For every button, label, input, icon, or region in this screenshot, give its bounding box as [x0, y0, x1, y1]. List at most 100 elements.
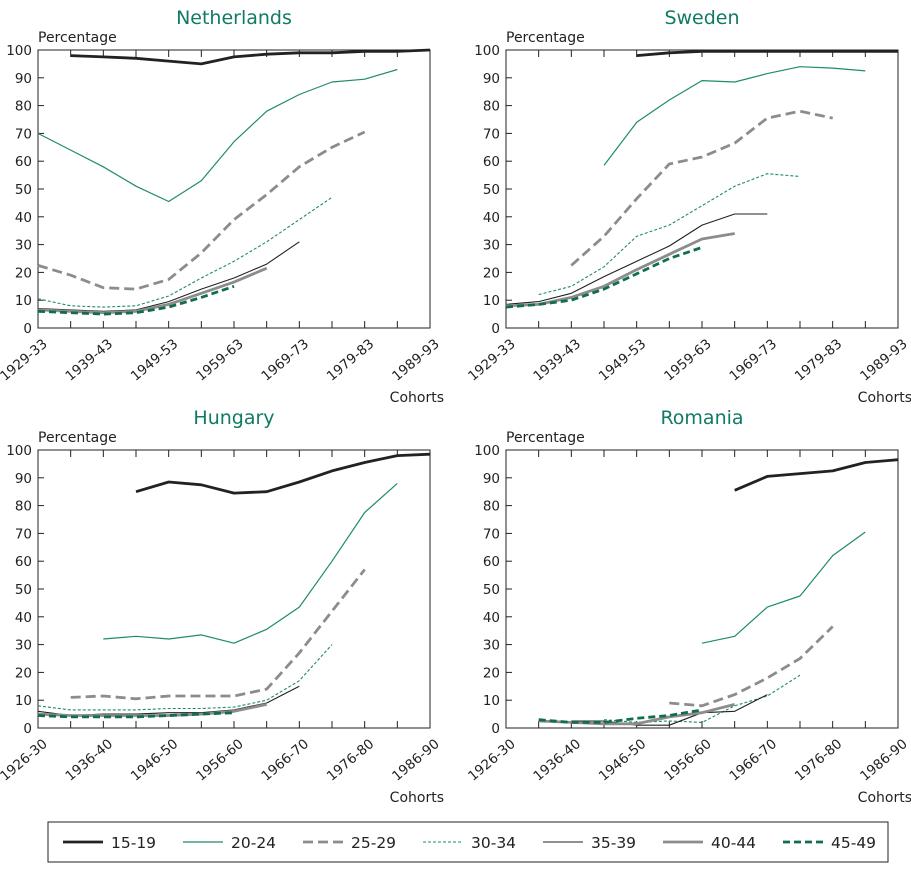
- y-tick-label: 80: [15, 499, 32, 515]
- y-tick-label: 50: [15, 182, 32, 198]
- x-tick-label: 1966-70: [726, 736, 779, 785]
- y-tick-label: 90: [483, 71, 500, 87]
- y-tick-label: 20: [15, 665, 32, 681]
- y-tick-label: 100: [474, 443, 500, 459]
- series-line-35-39: [505, 213, 768, 305]
- x-tick-label: 1989-93: [857, 336, 910, 385]
- legend-label-20-24: 20-24: [231, 834, 276, 852]
- x-tick-label: 1969-73: [258, 336, 311, 385]
- y-tick-label: 90: [483, 471, 500, 487]
- y-tick-label: 40: [483, 610, 500, 626]
- x-tick-label: 1979-83: [792, 336, 845, 385]
- y-tick-label: 90: [15, 471, 32, 487]
- series-line-15-19: [135, 452, 431, 495]
- series-line-20-24: [603, 66, 866, 166]
- x-tick-label: 1949-53: [596, 336, 649, 385]
- y-tick-label: 100: [474, 43, 500, 59]
- x-tick-label: 1966-70: [258, 736, 311, 785]
- series-line-35-39: [37, 685, 300, 717]
- legend-label-25-29: 25-29: [351, 834, 396, 852]
- series-line-35-39: [571, 694, 768, 726]
- legend-label-35-39: 35-39: [591, 834, 636, 852]
- y-tick-label: 20: [483, 665, 500, 681]
- x-tick-label: 1959-63: [661, 336, 714, 385]
- y-tick-label: 10: [15, 693, 32, 709]
- y-tick-label: 80: [483, 499, 500, 515]
- x-axis-label: Cohorts: [390, 790, 444, 806]
- chart-title: Netherlands: [176, 7, 292, 29]
- y-tick-label: 100: [6, 43, 32, 59]
- y-tick-label: 100: [6, 443, 32, 459]
- x-tick-label: 1959-63: [193, 336, 246, 385]
- y-tick-label: 40: [15, 610, 32, 626]
- legend-label-30-34: 30-34: [471, 834, 516, 852]
- x-tick-label: 1949-53: [128, 336, 181, 385]
- x-tick-label: 1979-83: [324, 336, 377, 385]
- x-tick-label: 1946-50: [596, 736, 649, 785]
- series-line-45-49: [505, 246, 703, 309]
- y-tick-label: 80: [483, 99, 500, 115]
- x-axis-label: Cohorts: [858, 790, 911, 806]
- y-tick-label: 30: [483, 638, 500, 654]
- x-axis-label: Cohorts: [858, 390, 911, 406]
- x-tick-label: 1946-50: [128, 736, 181, 785]
- series-line-25-29: [570, 109, 833, 267]
- y-tick-label: 0: [23, 321, 32, 337]
- x-tick-label: 1969-73: [726, 336, 779, 385]
- legend-label-45-49: 45-49: [831, 834, 876, 852]
- y-axis-label: Percentage: [506, 430, 585, 446]
- x-tick-label: 1929-33: [0, 336, 51, 385]
- x-tick-label: 1936-40: [530, 736, 583, 785]
- x-tick-label: 1986-90: [389, 736, 442, 785]
- y-tick-label: 40: [483, 210, 500, 226]
- chart-title: Hungary: [193, 407, 274, 429]
- series-line-40-44: [538, 703, 736, 726]
- series-line-30-34: [538, 173, 801, 296]
- x-tick-label: 1926-30: [465, 736, 518, 785]
- y-tick-label: 0: [491, 721, 500, 737]
- y-tick-label: 60: [15, 554, 32, 570]
- series-line-30-34: [37, 644, 333, 711]
- y-tick-label: 30: [15, 638, 32, 654]
- x-tick-label: 1976-80: [792, 736, 845, 785]
- x-tick-label: 1939-43: [62, 336, 115, 385]
- y-tick-label: 70: [15, 126, 32, 142]
- y-tick-label: 90: [15, 71, 32, 87]
- y-tick-label: 20: [15, 265, 32, 281]
- y-tick-label: 20: [483, 265, 500, 281]
- y-tick-label: 40: [15, 210, 32, 226]
- chart-panel-sweden: Sweden Percentage Cohorts 0 10 20 30 40 50 60 70 80…: [465, 7, 911, 406]
- y-axis-label: Percentage: [38, 30, 117, 46]
- y-tick-label: 30: [483, 238, 500, 254]
- x-tick-label: 1939-43: [530, 336, 583, 385]
- y-tick-label: 70: [483, 126, 500, 142]
- y-tick-label: 50: [15, 582, 32, 598]
- series-line-35-39: [37, 241, 300, 312]
- series-line-15-19: [636, 50, 898, 57]
- y-axis-label: Percentage: [38, 430, 117, 446]
- chart-panel-netherlands: Netherlands Percentage Cohorts 0 10 20 30 40 50 6…: [0, 7, 444, 406]
- x-tick-label: 1956-60: [661, 736, 714, 785]
- plot-frame: [505, 49, 899, 329]
- series-line-45-49: [538, 708, 703, 724]
- series-line-45-49: [37, 284, 235, 316]
- series-line-25-29: [37, 130, 366, 291]
- chart-panel-hungary: Hungary Percentage Cohorts 0 10 20 30 40 50 60 70 8…: [0, 407, 444, 806]
- series-line-15-19: [734, 458, 899, 492]
- series-line-15-19: [70, 48, 431, 66]
- series-line-20-24: [701, 531, 866, 644]
- x-tick-label: 1929-33: [465, 336, 518, 385]
- y-axis-label: Percentage: [506, 30, 585, 46]
- x-tick-label: 1956-60: [193, 736, 246, 785]
- series-line-25-29: [70, 568, 366, 701]
- y-tick-label: 70: [15, 526, 32, 542]
- y-tick-label: 60: [483, 154, 500, 170]
- legend-label-40-44: 40-44: [711, 834, 756, 852]
- series-line-40-44: [505, 232, 735, 308]
- chart-panel-romania: Romania Percentage Cohorts 0 10 20 30 40 50 60 70 8…: [465, 407, 911, 806]
- y-tick-label: 60: [483, 554, 500, 570]
- x-tick-label: 1936-40: [62, 736, 115, 785]
- y-tick-label: 0: [23, 721, 32, 737]
- x-tick-label: 1976-80: [324, 736, 377, 785]
